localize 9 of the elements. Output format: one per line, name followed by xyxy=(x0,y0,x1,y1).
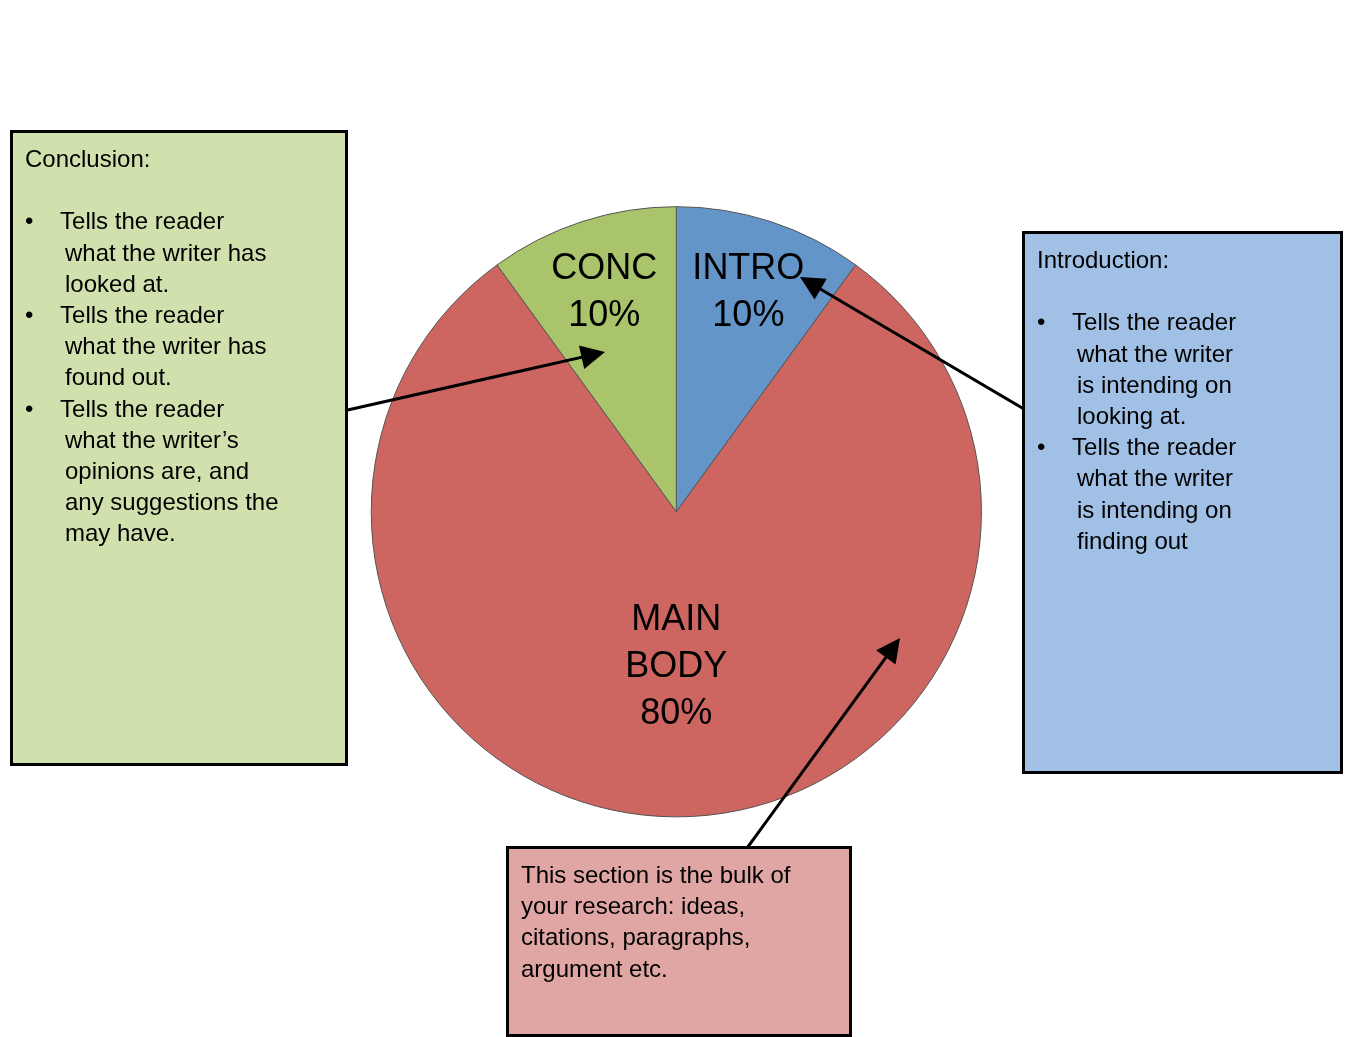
slice-label: INTRO xyxy=(692,246,805,288)
text: Introduction: • Tells the reader what the writer is intending on looking at. • Tells the reader what the writer is intending on finding out xyxy=(1037,246,1237,554)
text: Conclusion: • Tells the reader what the writer has looked at. • Tells the reader what the writer has found out. • Tells the reader what the writer’s opinions are, and any suggestions the may have. xyxy=(25,145,279,547)
data-label: 10% xyxy=(568,292,641,334)
slice-label: CONC xyxy=(551,246,658,288)
text: This section is the bulk of your research: ideas, citations, paragraphs, argument etc. xyxy=(521,861,791,982)
data-label: 80% xyxy=(640,690,713,732)
slice-label: MAIN BODY xyxy=(625,597,728,685)
data-label: 10% xyxy=(712,292,785,334)
